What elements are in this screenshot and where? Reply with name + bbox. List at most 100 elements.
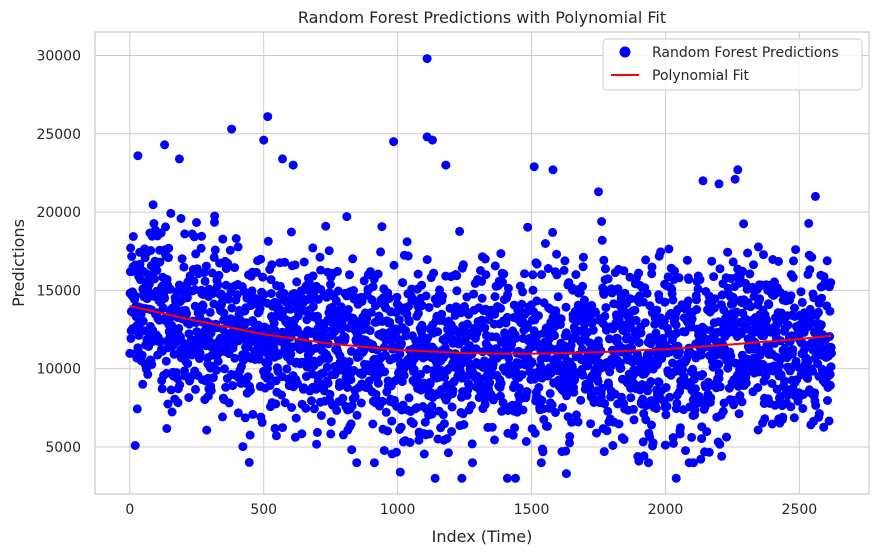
scatter-point — [788, 345, 798, 355]
scatter-point — [759, 250, 768, 260]
scatter-point — [665, 392, 675, 402]
scatter-point — [638, 394, 648, 404]
scatter-point — [147, 360, 157, 369]
scatter-point — [490, 261, 500, 271]
scatter-point — [789, 256, 798, 266]
scatter-point — [603, 406, 613, 416]
scatter-point — [629, 415, 639, 425]
scatter-point — [223, 259, 233, 269]
scatter-point — [599, 447, 609, 457]
scatter-point — [591, 308, 600, 318]
scatter-point — [126, 333, 136, 343]
polynomial-fit-line — [129, 305, 832, 355]
scatter-point — [331, 296, 341, 306]
scatter-point — [755, 294, 765, 304]
scatter-point — [164, 243, 174, 253]
scatter-point — [299, 257, 309, 267]
scatter-point — [163, 399, 173, 409]
scatter-point — [160, 140, 170, 150]
scatter-point — [671, 473, 681, 483]
scatter-point — [138, 379, 148, 389]
scatter-point — [297, 429, 307, 439]
scatter-point — [279, 288, 289, 298]
scatter-point — [392, 292, 402, 302]
scatter-point — [189, 276, 199, 286]
scatter-point — [517, 299, 527, 309]
scatter-point — [254, 354, 264, 364]
scatter-point — [230, 353, 240, 363]
scatter-point — [709, 272, 719, 282]
scatter-point — [309, 404, 319, 414]
scatter-point — [173, 398, 183, 408]
scatter-point — [458, 260, 468, 270]
scatter-point — [346, 346, 356, 356]
scatter-point — [810, 388, 820, 398]
scatter-point — [698, 370, 708, 379]
scatter-point — [477, 276, 487, 286]
scatter-point — [162, 424, 172, 433]
scatter-point — [452, 271, 462, 281]
scatter-point — [380, 367, 390, 377]
scatter-points — [125, 54, 836, 483]
scatter-point — [660, 440, 670, 450]
scatter-point — [218, 412, 227, 422]
scatter-point — [422, 364, 432, 374]
scatter-point — [753, 242, 763, 252]
scatter-point — [357, 296, 367, 306]
scatter-point — [420, 417, 430, 427]
scatter-point — [719, 305, 729, 315]
scatter-point — [565, 432, 575, 441]
scatter-point — [722, 432, 731, 442]
scatter-point — [264, 372, 274, 382]
scatter-point — [603, 274, 613, 284]
scatter-point — [761, 371, 771, 381]
scatter-point — [238, 442, 248, 452]
scatter-point — [578, 281, 588, 291]
scatter-point — [718, 406, 728, 416]
scatter-point — [371, 301, 380, 311]
scatter-point — [480, 323, 490, 333]
scatter-point — [346, 375, 356, 385]
scatter-point — [807, 252, 817, 262]
scatter-point — [640, 318, 650, 328]
scatter-point — [347, 401, 357, 411]
scatter-point — [356, 398, 366, 408]
scatter-point — [662, 401, 672, 411]
scatter-point — [729, 400, 739, 410]
scatter-point — [182, 293, 192, 303]
scatter-point — [280, 398, 290, 408]
scatter-point — [417, 280, 427, 290]
scatter-point — [825, 306, 835, 316]
scatter-point — [209, 252, 219, 262]
scatter-point — [471, 344, 481, 354]
scatter-point — [312, 427, 322, 437]
scatter-point — [192, 218, 201, 227]
scatter-point — [753, 425, 763, 435]
scatter-point — [796, 287, 806, 297]
scatter-point — [325, 389, 335, 399]
x-tick-label: 0 — [125, 502, 134, 518]
scatter-point — [790, 303, 799, 313]
scatter-point — [726, 351, 736, 361]
scatter-point — [823, 396, 832, 405]
x-tick-labels: 0 500 1000 1500 2000 2500 — [125, 502, 817, 518]
scatter-point — [600, 311, 610, 321]
scatter-point — [648, 438, 658, 448]
scatter-point — [350, 392, 360, 402]
scatter-point — [130, 441, 140, 450]
scatter-point — [366, 308, 376, 317]
scatter-point — [213, 356, 223, 366]
scatter-point — [267, 260, 277, 270]
scatter-point — [180, 229, 190, 239]
scatter-point — [333, 266, 342, 276]
scatter-point — [424, 303, 434, 312]
scatter-point — [271, 431, 281, 441]
scatter-point — [540, 239, 550, 248]
scatter-point — [805, 265, 815, 275]
scatter-point — [526, 333, 536, 343]
scatter-point — [538, 447, 548, 457]
scatter-point — [312, 439, 322, 449]
scatter-point — [753, 383, 763, 393]
scatter-point — [158, 303, 168, 313]
scatter-point — [245, 430, 255, 440]
